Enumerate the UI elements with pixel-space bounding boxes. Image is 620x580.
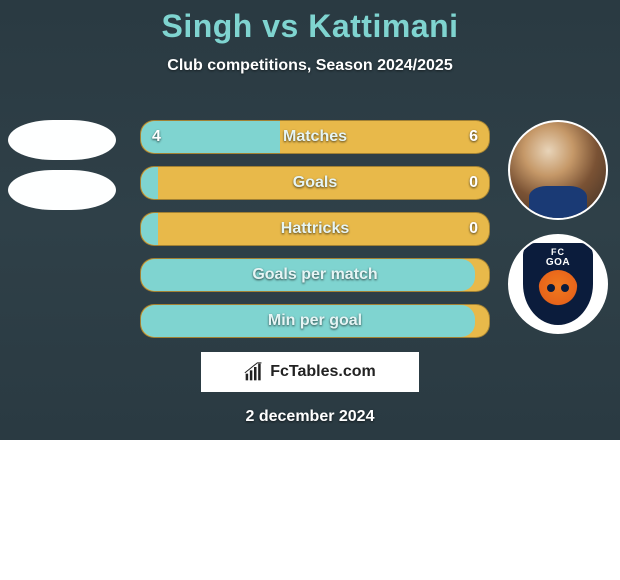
bar-row: Goals 0 <box>140 166 490 200</box>
comparison-bars: Matches 4 6 Goals 0 Hattricks 0 Goals per match… <box>140 120 490 350</box>
bar-value-right: 0 <box>469 220 478 238</box>
right-player-avatar <box>508 120 608 220</box>
bar-left-fill <box>141 121 280 153</box>
left-player-column <box>8 120 116 220</box>
right-club-badge: FC GOA <box>508 234 608 334</box>
bar-value-right: 6 <box>469 128 478 146</box>
bar-label: Min per goal <box>268 312 362 330</box>
bar-value-left: 4 <box>152 128 161 146</box>
bar-label: Hattricks <box>281 220 349 238</box>
comparison-card: Singh vs Kattimani Club competitions, Se… <box>0 0 620 440</box>
bar-label: Goals per match <box>252 266 377 284</box>
left-club-badge-placeholder <box>8 170 116 210</box>
bar-label: Matches <box>283 128 347 146</box>
subtitle: Club competitions, Season 2024/2025 <box>0 57 620 75</box>
bar-value-right: 0 <box>469 174 478 192</box>
club-mascot-icon <box>538 270 578 310</box>
bar-row: Hattricks 0 <box>140 212 490 246</box>
bar-label: Goals <box>293 174 337 192</box>
bar-left-fill <box>141 213 158 245</box>
bar-chart-icon <box>244 362 264 382</box>
left-player-avatar-placeholder <box>8 120 116 160</box>
club-top-text: FC <box>551 247 565 257</box>
club-name-text: GOA <box>546 257 570 268</box>
bar-row: Min per goal <box>140 304 490 338</box>
watermark-badge: FcTables.com <box>201 352 419 392</box>
club-shield-icon: FC GOA <box>523 243 593 325</box>
bar-row: Matches 4 6 <box>140 120 490 154</box>
watermark-text: FcTables.com <box>270 363 376 381</box>
bar-left-fill <box>141 167 158 199</box>
page-title: Singh vs Kattimani <box>0 0 620 45</box>
right-player-column: FC GOA <box>504 120 612 348</box>
footer-date: 2 december 2024 <box>0 408 620 426</box>
bar-row: Goals per match <box>140 258 490 292</box>
